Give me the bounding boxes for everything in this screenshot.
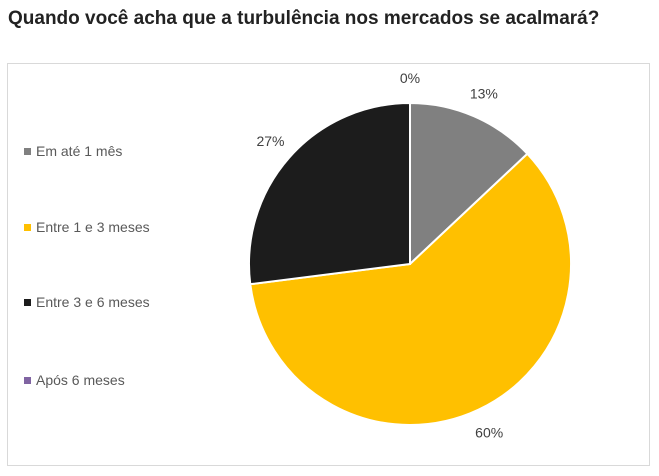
legend-item: Em até 1 mês bbox=[24, 143, 122, 159]
legend-item: Após 6 meses bbox=[24, 372, 125, 388]
legend-label: Entre 3 e 6 meses bbox=[36, 294, 150, 310]
legend-item: Entre 3 e 6 meses bbox=[24, 294, 150, 310]
data-label: 27% bbox=[256, 133, 284, 149]
data-label: 0% bbox=[400, 70, 420, 86]
legend-label: Após 6 meses bbox=[36, 372, 125, 388]
legend-item: Entre 1 e 3 meses bbox=[24, 219, 150, 235]
chart-title: Quando você acha que a turbulência nos m… bbox=[8, 8, 600, 29]
data-label: 13% bbox=[470, 85, 498, 101]
pie-slice bbox=[249, 152, 572, 426]
legend-swatch bbox=[24, 223, 31, 231]
legend-swatch bbox=[24, 298, 31, 306]
chart-area bbox=[7, 63, 650, 466]
legend-label: Em até 1 mês bbox=[36, 143, 123, 159]
pie-slice bbox=[248, 101, 411, 286]
data-label: 60% bbox=[475, 424, 503, 440]
legend-swatch bbox=[24, 147, 31, 155]
legend-swatch bbox=[24, 376, 31, 384]
pie-slice bbox=[409, 101, 529, 267]
legend-label: Entre 1 e 3 meses bbox=[36, 219, 150, 235]
